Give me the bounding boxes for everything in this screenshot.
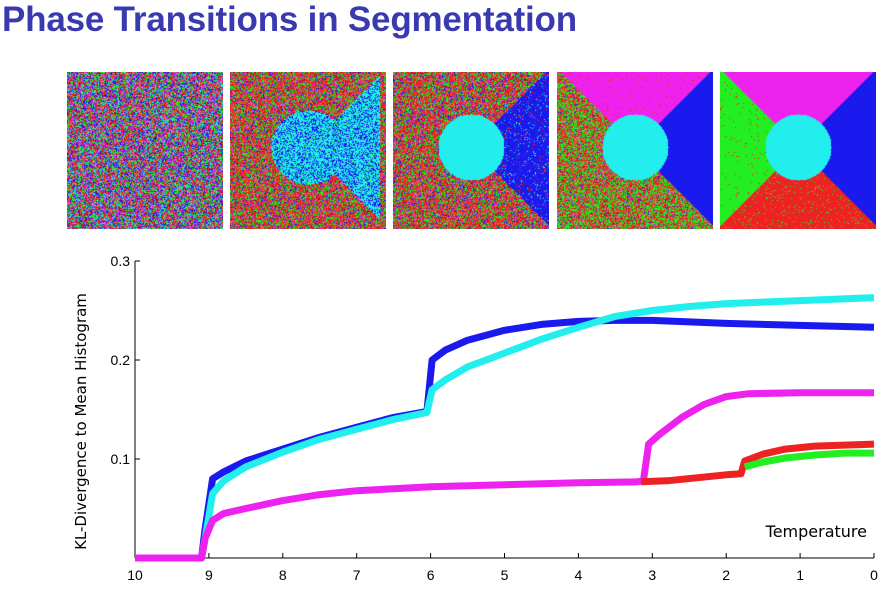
series-line-5 [743,449,874,471]
x-tick-label: 9 [205,567,213,583]
y-tick-label: 0.1 [111,451,131,467]
segmentation-canvas-4 [557,72,713,229]
y-tick-label: 0.2 [111,352,131,368]
segmentation-panel-3 [393,72,549,229]
segmentation-canvas-3 [393,72,549,229]
x-tick-label: 10 [127,567,143,583]
x-axis-label: Temperature [765,522,867,541]
segmentation-canvas-1 [67,72,223,229]
series-line-1 [135,316,875,562]
x-tick-label: 4 [575,567,583,583]
series-line-3 [135,389,874,562]
segmentation-panel-4 [557,72,713,229]
x-tick-label: 8 [279,567,287,583]
segmentation-panel-5 [720,72,876,229]
x-tick-label: 7 [353,567,361,583]
segmentation-canvas-5 [720,72,876,229]
x-tick-label: 3 [648,567,656,583]
chart-series [135,294,875,562]
segmentation-panel-1 [67,72,223,229]
x-tick-label: 1 [796,567,804,583]
series-line-2 [135,294,875,562]
segmentation-panel-2 [230,72,386,229]
slide-title: Phase Transitions in Segmentation [2,0,577,39]
x-tick-label: 5 [501,567,509,583]
x-tick-label: 6 [427,567,435,583]
x-tick-label: 2 [722,567,730,583]
x-tick-label: 0 [870,567,878,583]
y-axis-label: KL-Divergence to Mean Histogram [72,293,90,550]
y-tick-label: 0.3 [111,253,131,269]
series-line-4 [641,440,875,486]
segmentation-panels [0,0,896,240]
chart-axes: 10 9 8 7 6 5 4 3 2 1 00.10.20.3 [111,253,879,583]
segmentation-canvas-2 [230,72,386,229]
